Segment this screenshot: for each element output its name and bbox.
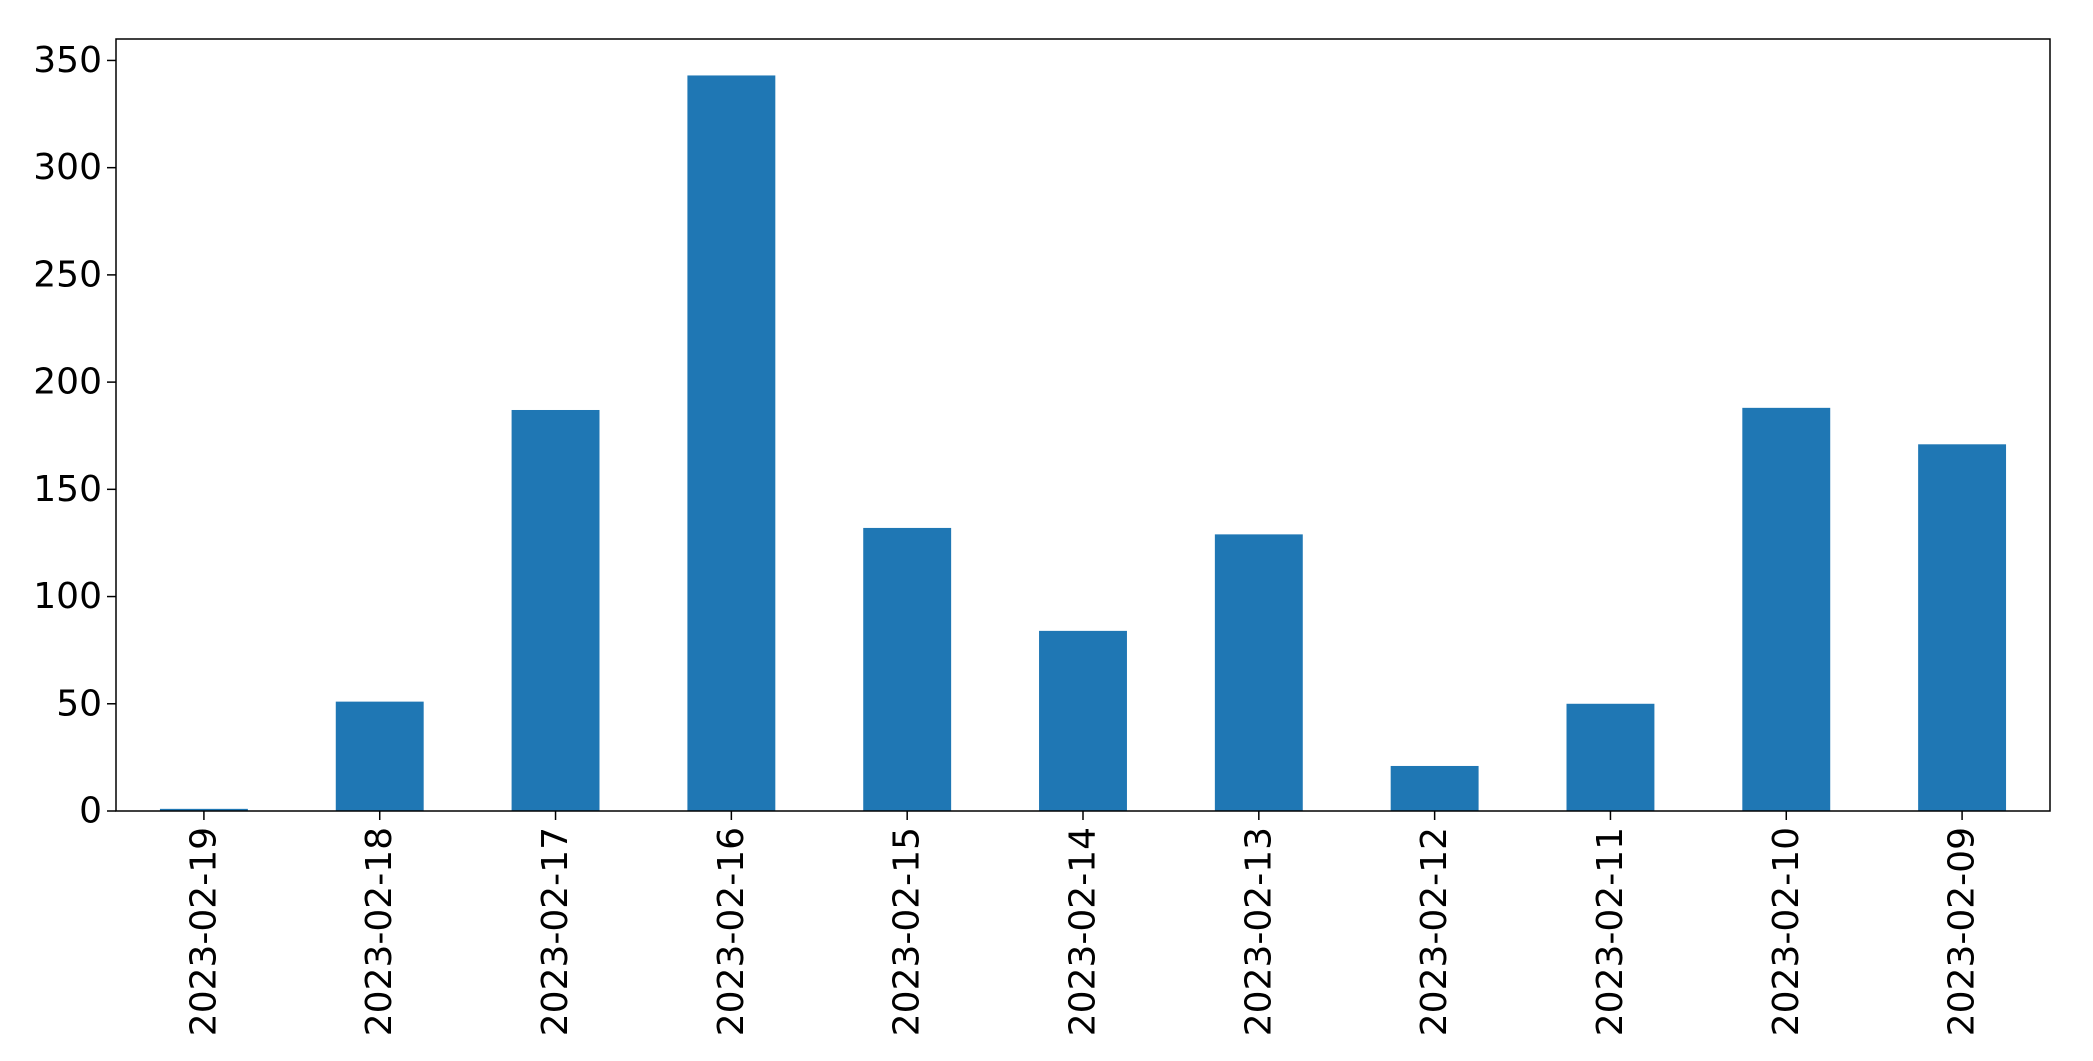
- bar-2023-02-12: [1390, 765, 1479, 811]
- y-tick-label: 50: [56, 683, 102, 724]
- x-tick-label: 2023-02-12: [1414, 827, 1455, 1036]
- y-tick-label: 150: [33, 469, 102, 510]
- bar-2023-02-16: [687, 75, 776, 811]
- y-axis: 0 50 100 150 200 250 300 350: [33, 40, 116, 832]
- x-tick-label: 2023-02-15: [887, 827, 928, 1036]
- x-axis: 2023-02-19 2023-02-18 2023-02-17 2023-02-16…: [183, 811, 1983, 1036]
- bar-2023-02-13: [1214, 534, 1303, 811]
- y-tick-label: 200: [33, 362, 102, 403]
- x-tick-label: 2023-02-19: [183, 827, 224, 1036]
- x-tick-label: 2023-02-17: [535, 827, 576, 1036]
- y-tick-label: 250: [33, 254, 102, 295]
- bar-2023-02-15: [863, 527, 952, 811]
- plot-frame: [115, 38, 2051, 812]
- bar-2023-02-10: [1742, 407, 1831, 811]
- x-tick-label: 2023-02-11: [1590, 827, 1631, 1036]
- y-tick-label: 350: [33, 40, 102, 81]
- bar-2023-02-09: [1918, 444, 2007, 811]
- y-tick-label: 300: [33, 147, 102, 188]
- y-tick-label: 0: [79, 791, 102, 832]
- x-tick-label: 2023-02-18: [359, 827, 400, 1036]
- y-tick-label: 100: [33, 576, 102, 617]
- bar-2023-02-19: [159, 808, 248, 811]
- bar-2023-02-18: [335, 701, 424, 811]
- x-tick-label: 2023-02-16: [711, 827, 752, 1036]
- bar-2023-02-17: [511, 409, 600, 811]
- x-tick-label: 2023-02-13: [1238, 827, 1279, 1036]
- x-tick-label: 2023-02-14: [1063, 827, 1104, 1036]
- bar-2023-02-14: [1039, 630, 1127, 811]
- bar-2023-02-11: [1566, 703, 1655, 811]
- bars-group: [159, 75, 2007, 811]
- x-tick-label: 2023-02-10: [1766, 827, 1807, 1036]
- x-tick-label: 2023-02-09: [1942, 827, 1983, 1036]
